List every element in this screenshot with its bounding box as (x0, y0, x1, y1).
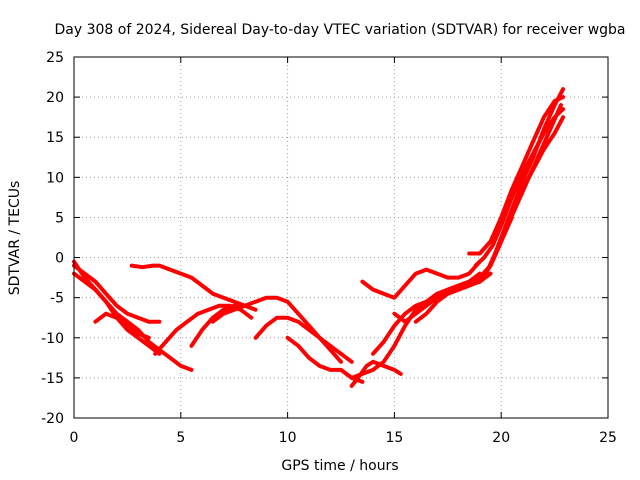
series-line-sat-j (285, 335, 365, 384)
grid (74, 57, 608, 418)
y-tick-label: 10 (46, 170, 64, 186)
y-tick-label: 20 (46, 90, 64, 106)
y-axis-label: SDTVAR / TECUs (7, 181, 23, 296)
series-line-sat-q (467, 95, 566, 256)
plot-frame (73, 56, 609, 419)
y-tick-label: -20 (41, 411, 64, 427)
x-tick-label: 0 (70, 430, 79, 446)
series-line-sat-b (72, 263, 162, 324)
y-tick-label: -15 (41, 371, 64, 387)
series-line-sat-c (72, 271, 194, 372)
x-tick-label: 10 (279, 430, 297, 446)
y-tick-label: 15 (46, 130, 64, 146)
x-tick-label: 25 (599, 430, 617, 446)
series-line-sat-i (253, 315, 354, 364)
y-tick-label: -5 (50, 291, 64, 307)
y-tick-label: 5 (55, 210, 64, 226)
series-line-sat-r (473, 107, 566, 268)
series-line-sat-n (371, 271, 493, 356)
y-tick-label: -10 (41, 331, 64, 347)
chart-title: Day 308 of 2024, Sidereal Day-to-day VTE… (54, 22, 625, 38)
series-line-sat-g (189, 303, 247, 348)
y-tick-label: 25 (46, 50, 64, 66)
x-axis-label: GPS time / hours (281, 458, 398, 474)
y-tick-label: 0 (55, 251, 64, 267)
series-line-sat-t (484, 103, 563, 276)
series-line-sat-k (349, 359, 403, 388)
series-line-sat-d (93, 311, 151, 340)
x-tick-label: 5 (176, 430, 185, 446)
series-line-sat-e (129, 263, 258, 312)
axis-ticks: 0 5 10 15 20 25 -20 -15 -10 -5 0 5 10 15 20 25 (41, 50, 617, 446)
series-layer (72, 87, 566, 388)
x-tick-label: 15 (385, 430, 403, 446)
series-line-sat-l (360, 259, 482, 300)
x-tick-label: 20 (492, 430, 510, 446)
